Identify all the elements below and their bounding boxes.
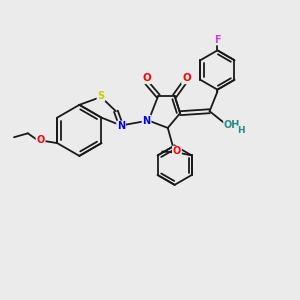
Text: O: O xyxy=(142,74,151,83)
Text: S: S xyxy=(98,91,104,101)
Text: O: O xyxy=(173,146,181,157)
Text: N: N xyxy=(142,116,151,126)
Text: O: O xyxy=(36,135,45,145)
Text: O: O xyxy=(182,74,191,83)
Text: N: N xyxy=(117,122,125,131)
Text: OH: OH xyxy=(224,120,240,130)
Text: H: H xyxy=(237,126,245,135)
Text: F: F xyxy=(214,34,221,45)
